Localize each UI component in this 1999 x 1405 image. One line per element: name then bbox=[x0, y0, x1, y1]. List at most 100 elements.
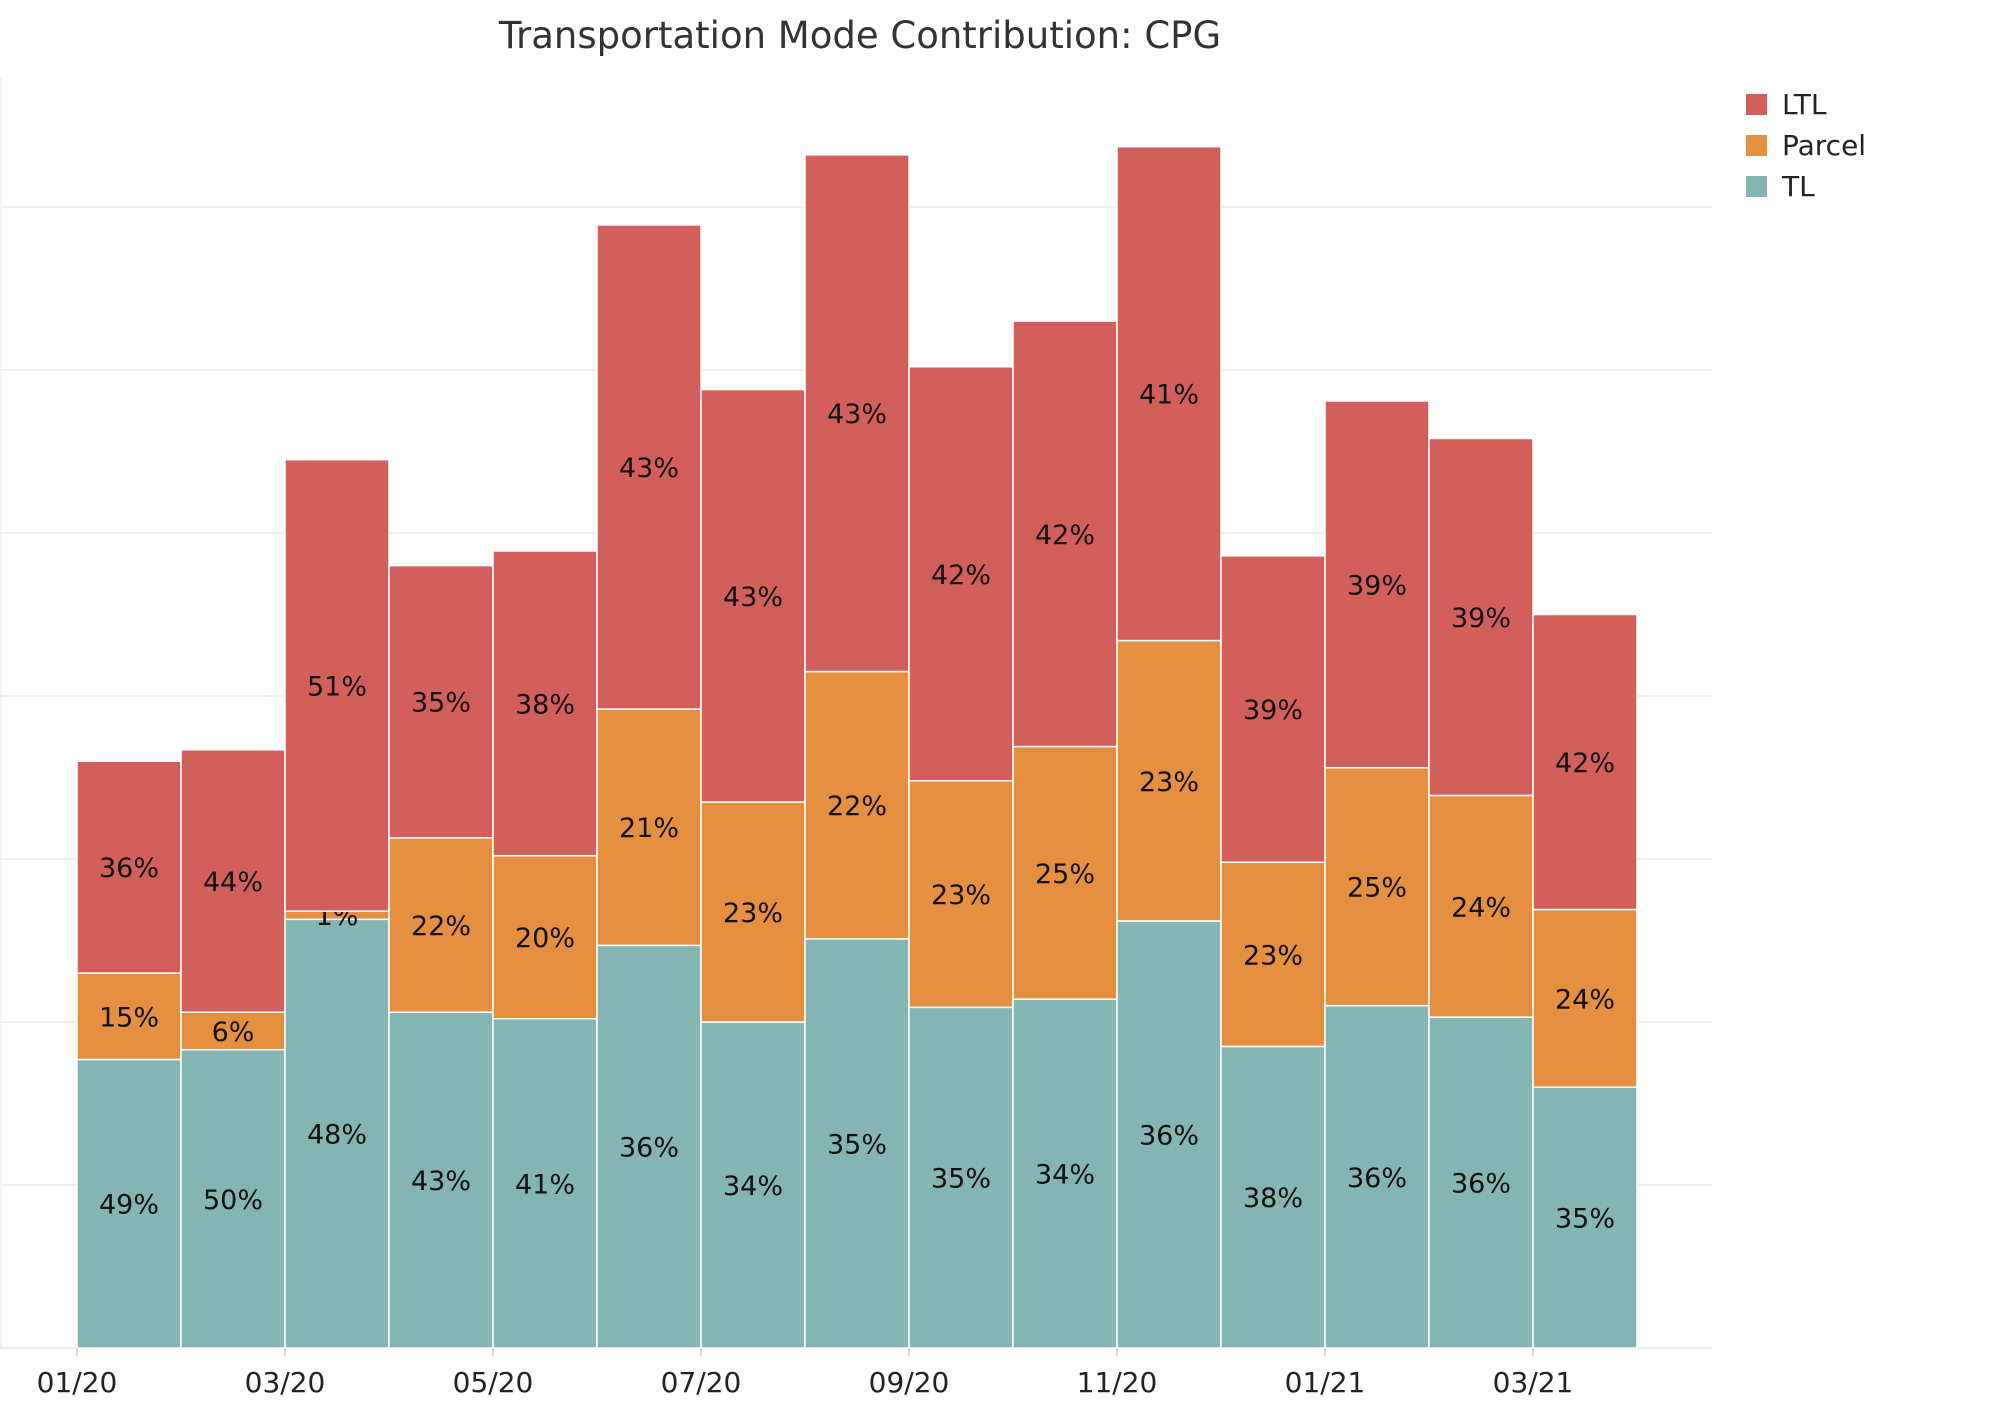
x-tick-label: 07/20 bbox=[661, 1366, 742, 1399]
bar-segment-parcel bbox=[1116, 639, 1222, 922]
x-tick-label: 03/21 bbox=[1493, 1366, 1574, 1399]
bar-segment-parcel bbox=[1324, 766, 1430, 1007]
data-label-ltl: 43% bbox=[723, 582, 783, 613]
data-label-tl: 48% bbox=[307, 1120, 367, 1151]
bar-segment-parcel bbox=[1428, 794, 1534, 1018]
bar-segment-tl bbox=[76, 1058, 182, 1349]
legend-label-ltl: LTL bbox=[1782, 88, 1827, 121]
bar-segment-parcel bbox=[596, 708, 702, 947]
bar-segment-ltl bbox=[1324, 400, 1430, 769]
data-label-ltl: 42% bbox=[1555, 748, 1615, 779]
x-tick-label: 03/20 bbox=[245, 1366, 326, 1399]
bar-segment-tl bbox=[1428, 1016, 1534, 1349]
data-label-parcel: 23% bbox=[931, 880, 991, 911]
data-label-ltl: 42% bbox=[931, 560, 991, 591]
data-label-tl: 36% bbox=[1139, 1120, 1199, 1151]
data-label-tl: 36% bbox=[1451, 1169, 1511, 1200]
legend-swatch-tl bbox=[1746, 176, 1767, 197]
data-label-tl: 38% bbox=[1243, 1183, 1303, 1214]
bar-segment-ltl bbox=[76, 760, 182, 974]
data-label-tl: 36% bbox=[1347, 1163, 1407, 1194]
bar-segment-ltl bbox=[804, 154, 910, 673]
data-label-tl: 34% bbox=[1035, 1160, 1095, 1191]
bar-segment-tl bbox=[804, 938, 910, 1349]
data-label-tl: 34% bbox=[723, 1171, 783, 1202]
data-label-parcel: 15% bbox=[99, 1002, 159, 1033]
data-label-tl: 35% bbox=[827, 1129, 887, 1160]
bar-segment-tl bbox=[1532, 1086, 1638, 1349]
bar-segment-tl bbox=[388, 1011, 494, 1349]
legend-swatch-parcel bbox=[1746, 135, 1767, 156]
chart-title: Transportation Mode Contribution: CPG bbox=[498, 14, 1222, 57]
bar-segment-ltl bbox=[1012, 320, 1118, 748]
data-label-parcel: 25% bbox=[1035, 859, 1095, 890]
data-label-tl: 43% bbox=[411, 1166, 471, 1197]
bar-segment-tl bbox=[596, 944, 702, 1349]
data-label-ltl: 38% bbox=[515, 689, 575, 720]
bar-segment-parcel bbox=[908, 780, 1014, 1009]
bar-segment-tl bbox=[1220, 1045, 1326, 1349]
data-label-tl: 50% bbox=[203, 1185, 263, 1216]
data-label-parcel: 24% bbox=[1555, 984, 1615, 1015]
data-label-ltl: 51% bbox=[307, 671, 367, 702]
data-label-ltl: 35% bbox=[411, 688, 471, 719]
bar-segment-parcel bbox=[180, 1011, 286, 1051]
data-label-parcel: 25% bbox=[1347, 873, 1407, 904]
data-label-ltl: 44% bbox=[203, 867, 263, 898]
bar-segment-ltl bbox=[1532, 613, 1638, 911]
data-label-tl: 41% bbox=[515, 1169, 575, 1200]
bar-segment-ltl bbox=[596, 224, 702, 710]
data-label-parcel: 24% bbox=[1451, 892, 1511, 923]
x-tick-label: 09/20 bbox=[869, 1366, 950, 1399]
bar-segment-tl bbox=[700, 1021, 806, 1349]
bar-segment-parcel bbox=[388, 837, 494, 1013]
data-label-parcel: 20% bbox=[515, 923, 575, 954]
data-label-ltl: 43% bbox=[827, 399, 887, 430]
data-label-tl: 35% bbox=[1555, 1204, 1615, 1235]
bar-segment-ltl bbox=[1428, 437, 1534, 797]
data-label-ltl: 39% bbox=[1243, 695, 1303, 726]
legend-item-tl[interactable]: TL bbox=[1746, 166, 1866, 207]
x-tick-label: 01/21 bbox=[1285, 1366, 1366, 1399]
data-label-parcel: 6% bbox=[212, 1017, 255, 1048]
data-label-ltl: 42% bbox=[1035, 520, 1095, 551]
data-label-ltl: 41% bbox=[1139, 380, 1199, 411]
data-label-parcel: 23% bbox=[1139, 767, 1199, 798]
bar-segment-ltl bbox=[388, 564, 494, 839]
bar-segment-ltl bbox=[180, 749, 286, 1013]
legend-item-ltl[interactable]: LTL bbox=[1746, 84, 1866, 125]
legend-label-tl: TL bbox=[1782, 170, 1815, 203]
bar-segment-parcel bbox=[804, 670, 910, 940]
bar-segment-parcel bbox=[1012, 745, 1118, 1000]
data-label-parcel: 22% bbox=[411, 911, 471, 942]
data-label-parcel: 21% bbox=[619, 813, 679, 844]
bar-segment-ltl bbox=[492, 550, 598, 857]
bar-segment-tl bbox=[1012, 998, 1118, 1349]
bar-segment-ltl bbox=[1220, 555, 1326, 864]
bar-segment-parcel bbox=[492, 854, 598, 1020]
legend-label-parcel: Parcel bbox=[1782, 129, 1867, 162]
bar-segment-tl bbox=[1116, 920, 1222, 1349]
data-label-ltl: 43% bbox=[619, 453, 679, 484]
legend-item-parcel[interactable]: Parcel bbox=[1746, 125, 1866, 166]
legend: LTL Parcel TL bbox=[1746, 84, 1866, 207]
bar-segment-ltl bbox=[908, 365, 1014, 782]
x-tick-label: 11/20 bbox=[1077, 1366, 1158, 1399]
data-label-ltl: 36% bbox=[99, 853, 159, 884]
data-label-ltl: 39% bbox=[1451, 603, 1511, 634]
data-label-parcel: 22% bbox=[827, 791, 887, 822]
data-label-tl: 49% bbox=[99, 1190, 159, 1221]
bar-segment-ltl bbox=[1116, 145, 1222, 642]
legend-swatch-ltl bbox=[1746, 94, 1767, 115]
data-label-tl: 35% bbox=[931, 1164, 991, 1195]
bar-segment-parcel bbox=[700, 801, 806, 1023]
bar-segment-ltl bbox=[700, 388, 806, 803]
data-label-ltl: 39% bbox=[1347, 570, 1407, 601]
data-label-parcel: 23% bbox=[723, 898, 783, 929]
bar-segment-tl bbox=[908, 1006, 1014, 1349]
data-label-parcel: 23% bbox=[1243, 940, 1303, 971]
x-tick-label: 01/20 bbox=[37, 1366, 118, 1399]
bar-segment-tl bbox=[284, 918, 390, 1349]
data-label-tl: 36% bbox=[619, 1133, 679, 1164]
x-tick-label: 05/20 bbox=[453, 1366, 534, 1399]
